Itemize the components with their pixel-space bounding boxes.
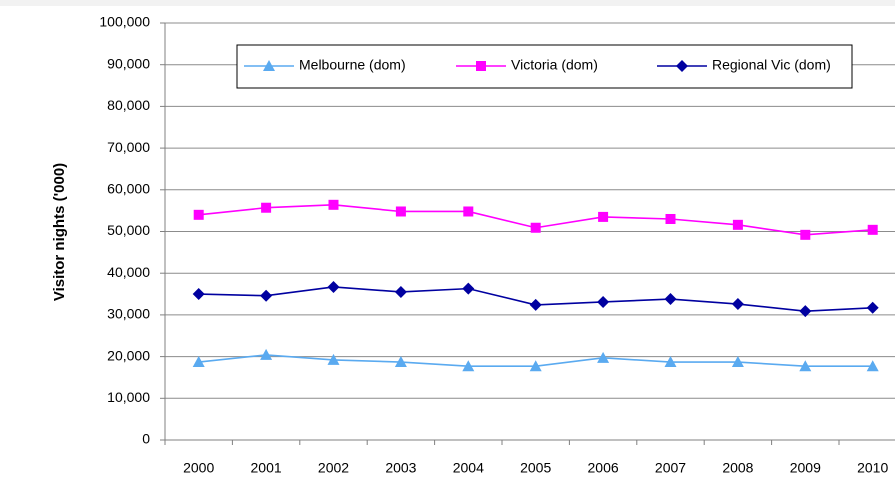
data-point xyxy=(462,282,475,295)
data-point xyxy=(260,289,273,302)
frame xyxy=(0,0,895,6)
data-point xyxy=(395,206,406,217)
legend xyxy=(236,44,853,89)
data-point xyxy=(867,224,878,235)
y-tick-label: 90,000 xyxy=(107,55,150,71)
data-point xyxy=(462,360,475,372)
x-tick-label: 2003 xyxy=(385,460,416,476)
data-point xyxy=(394,285,407,298)
legend-label: Victoria (dom) xyxy=(511,57,598,73)
x-tick-label: 2000 xyxy=(183,460,214,476)
x-tick-label: 2006 xyxy=(588,460,619,476)
x-tick-label: 2007 xyxy=(655,460,686,476)
y-tick-label: 10,000 xyxy=(107,389,150,405)
legend-marker xyxy=(263,60,275,71)
data-point xyxy=(529,360,542,372)
data-point xyxy=(394,356,407,368)
x-tick-label: 2009 xyxy=(790,460,821,476)
x-tick-label: 2005 xyxy=(520,460,551,476)
x-tick-label: 2010 xyxy=(857,460,888,476)
data-point xyxy=(261,202,272,213)
data-point xyxy=(192,356,205,368)
y-axis-label: Visitor nights ('000) xyxy=(51,163,68,301)
data-point xyxy=(530,222,541,233)
data-point xyxy=(260,348,273,360)
data-point xyxy=(731,298,744,311)
y-tick-label: 70,000 xyxy=(107,139,150,155)
data-point xyxy=(597,295,610,308)
x-tick-label: 2001 xyxy=(251,460,282,476)
x-tick-label: 2002 xyxy=(318,460,349,476)
data-point xyxy=(732,219,743,230)
data-point xyxy=(192,288,205,301)
legend-marker xyxy=(476,61,486,71)
legend-marker xyxy=(676,60,688,72)
y-tick-label: 40,000 xyxy=(107,264,150,280)
data-point xyxy=(731,356,744,368)
y-tick-label: 20,000 xyxy=(107,347,150,363)
data-point xyxy=(799,360,812,372)
data-point xyxy=(664,293,677,306)
data-point xyxy=(327,280,340,293)
data-point xyxy=(328,199,339,210)
legend-label: Regional Vic (dom) xyxy=(712,57,831,73)
x-tick-label: 2008 xyxy=(722,460,753,476)
data-point xyxy=(327,353,340,365)
data-point xyxy=(664,356,677,368)
data-point xyxy=(463,206,474,217)
data-point xyxy=(529,298,542,311)
y-tick-label: 60,000 xyxy=(107,181,150,197)
legend-label: Melbourne (dom) xyxy=(299,57,406,73)
data-point xyxy=(193,209,204,220)
data-point xyxy=(866,301,879,314)
y-tick-label: 100,000 xyxy=(99,14,150,30)
y-tick-label: 50,000 xyxy=(107,222,150,238)
data-point xyxy=(866,360,879,372)
x-tick-label: 2004 xyxy=(453,460,484,476)
data-point xyxy=(665,213,676,224)
y-tick-label: 0 xyxy=(142,431,150,447)
data-point xyxy=(800,229,811,240)
y-tick-label: 30,000 xyxy=(107,306,150,322)
data-point xyxy=(598,211,609,222)
data-point xyxy=(597,351,610,363)
y-tick-label: 80,000 xyxy=(107,97,150,113)
data-point xyxy=(799,305,812,318)
